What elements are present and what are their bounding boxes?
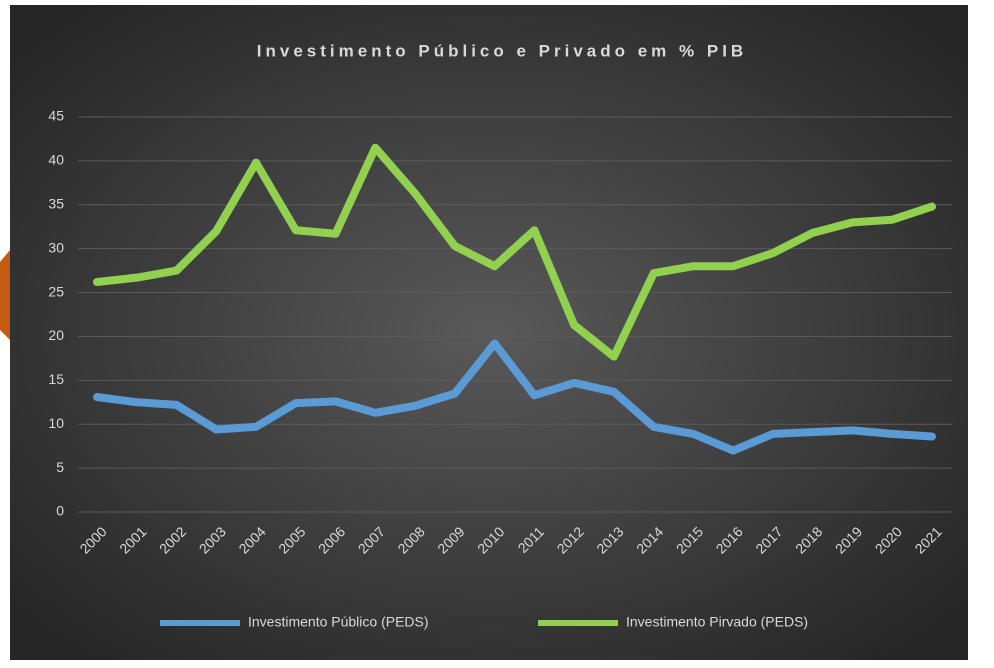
y-tick-label: 25: [48, 283, 64, 299]
y-tick-label: 5: [56, 459, 64, 475]
chart-background: [10, 5, 968, 660]
y-tick-label: 45: [48, 108, 64, 124]
y-tick-label: 30: [48, 239, 64, 255]
chart-title: Investimento Público e Privado em % PIB: [257, 41, 747, 60]
y-tick-label: 20: [48, 327, 64, 343]
legend-label: Investimento Pirvado (PEDS): [626, 614, 808, 630]
y-tick-label: 15: [48, 371, 64, 387]
decoration: [0, 250, 10, 340]
y-tick-label: 35: [48, 195, 64, 211]
y-tick-label: 0: [56, 503, 64, 519]
legend-label: Investimento Público (PEDS): [248, 614, 429, 630]
y-tick-label: 40: [48, 152, 64, 168]
data-line: [93, 339, 936, 455]
data-line: [93, 143, 936, 361]
y-tick-label: 10: [48, 415, 64, 431]
